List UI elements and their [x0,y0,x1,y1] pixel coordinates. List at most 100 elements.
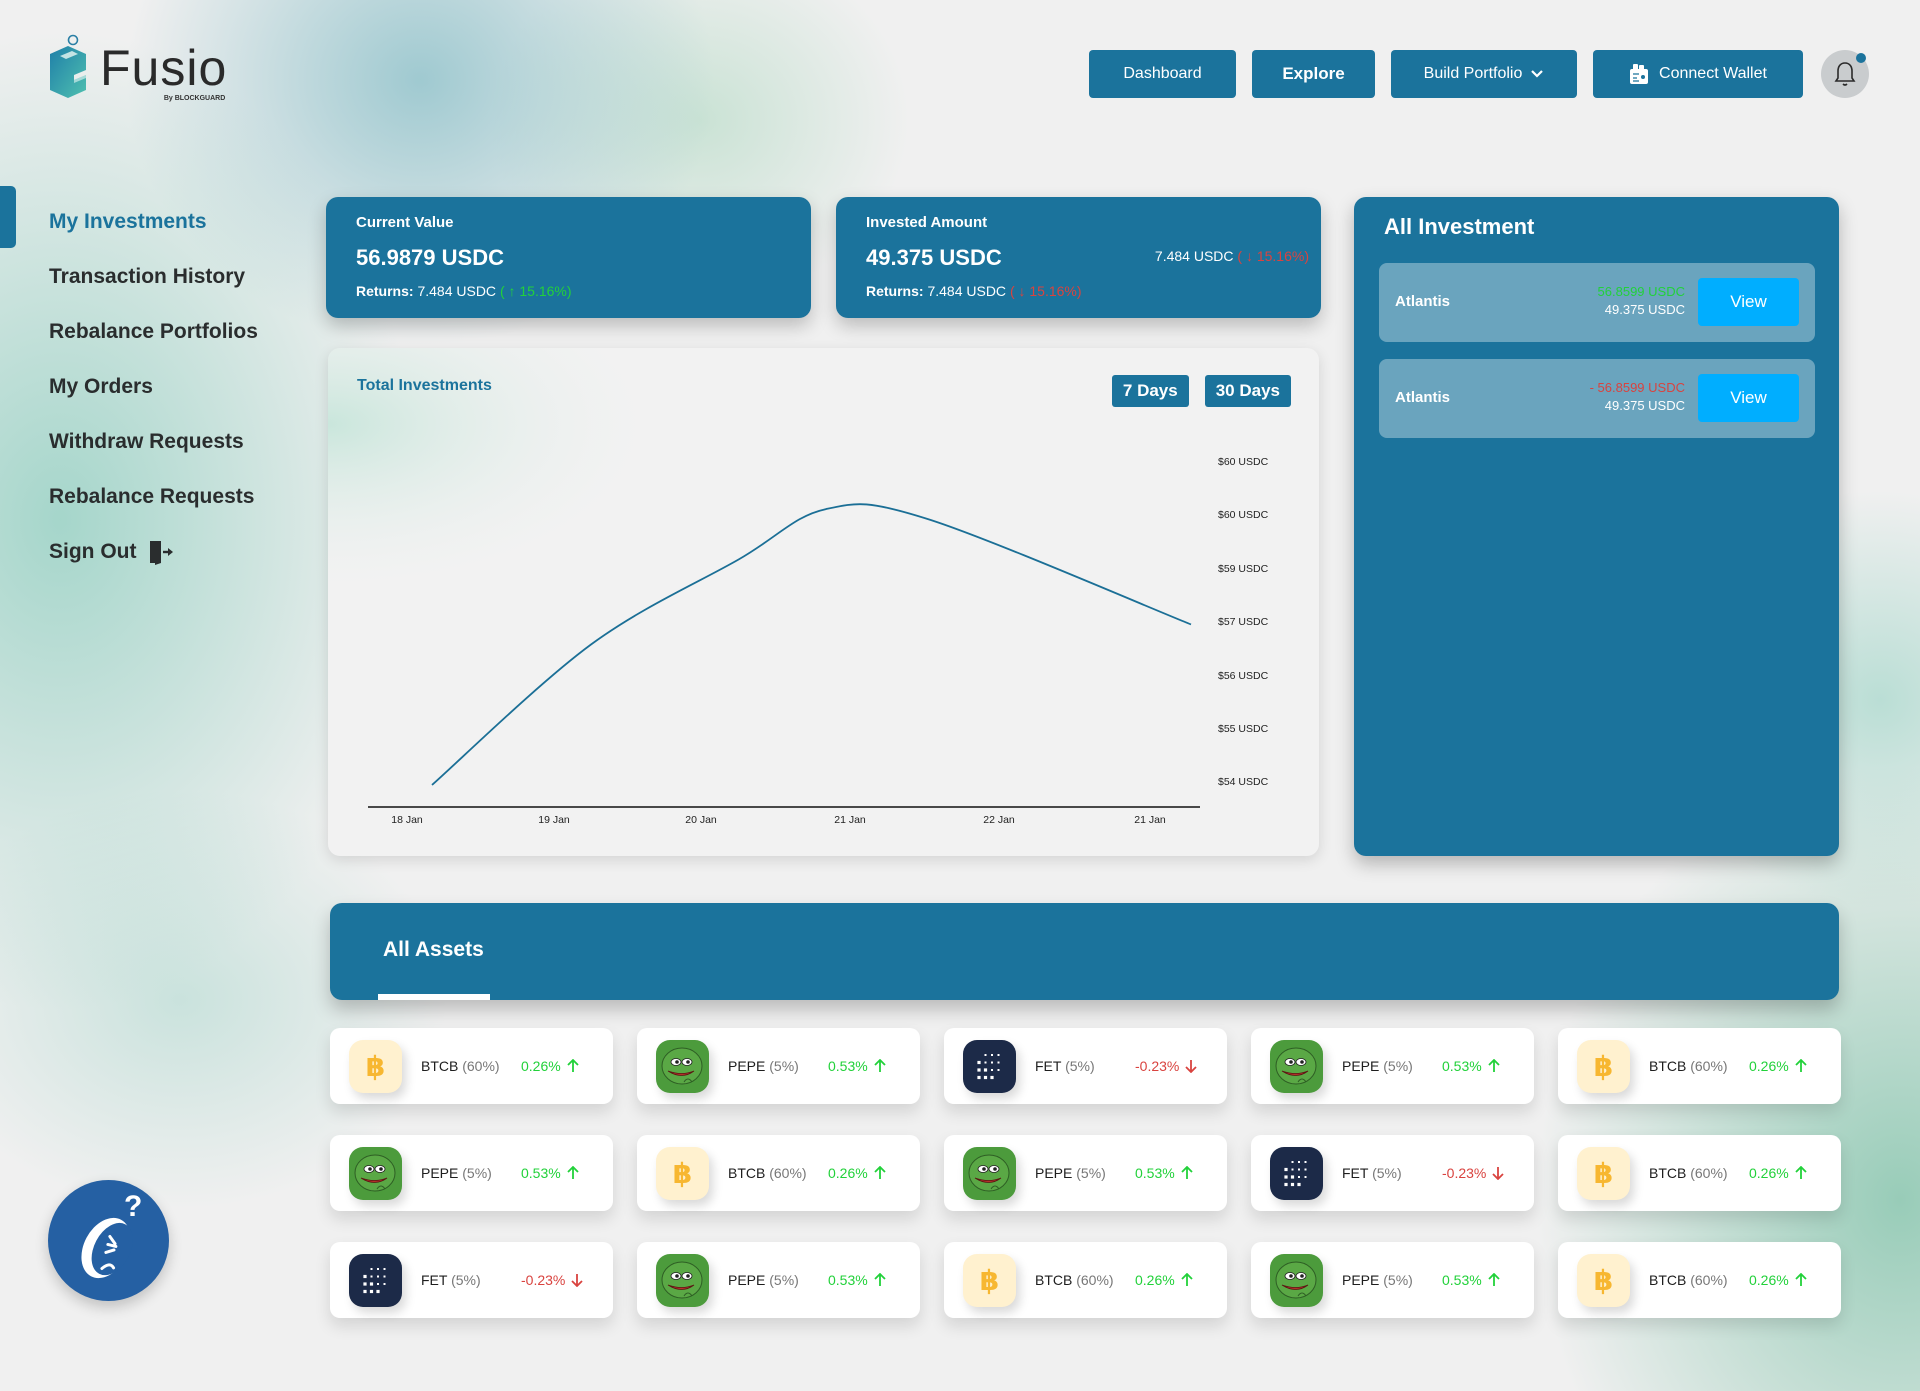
current-value-amount: 56.9879 USDC [356,245,504,270]
asset-name: PEPE (5%) [728,1272,828,1288]
asset-change: -0.23% [1135,1058,1197,1074]
chart-title: Total Investments [357,377,492,394]
asset-symbol: BTCB [1649,1165,1687,1181]
connect-wallet-label: Connect Wallet [1659,65,1767,82]
brand-logo[interactable]: Fusio By BLOCKGUARD [48,34,227,102]
asset-card[interactable]: ฿ BTCB (60%) 0.26% [637,1135,920,1211]
asset-name: BTCB (60%) [1035,1272,1135,1288]
asset-change: 0.26% [1135,1272,1193,1288]
asset-card[interactable]: PEPE (5%) 0.53% [1251,1028,1534,1104]
asset-card[interactable]: ฿ BTCB (60%) 0.26% [1558,1028,1841,1104]
asset-change: 0.26% [1749,1272,1807,1288]
arrow-up-icon [1181,1273,1193,1286]
asset-symbol: PEPE [728,1058,766,1074]
asset-change: -0.23% [521,1272,583,1288]
asset-card[interactable]: FET (5%) -0.23% [944,1028,1227,1104]
asset-symbol: PEPE [728,1272,766,1288]
notifications-button[interactable] [1821,50,1869,98]
asset-card[interactable]: PEPE (5%) 0.53% [637,1242,920,1318]
bitcoin-icon: ฿ [1577,1039,1630,1093]
asset-change: 0.26% [1749,1165,1807,1181]
asset-change-value: 0.53% [828,1272,868,1288]
asset-symbol: BTCB [1649,1272,1687,1288]
arrow-up-icon [874,1059,886,1072]
tab-all-assets[interactable]: All Assets [383,938,484,961]
asset-name: FET (5%) [1342,1165,1442,1181]
asset-symbol: BTCB [728,1165,766,1181]
y-tick-label: $54 USDC [1218,776,1269,789]
asset-card[interactable]: PEPE (5%) 0.53% [1251,1242,1534,1318]
sidebar-item-sign-out[interactable]: Sign Out [49,518,258,585]
x-tick-label: 20 Jan [685,814,717,826]
dashboard-button[interactable]: Dashboard [1089,50,1236,98]
line-chart [328,348,1319,856]
y-tick-label: $59 USDC [1218,562,1269,575]
returns-value: 7.484 USDC [413,283,500,299]
bitcoin-icon: ฿ [656,1146,709,1200]
asset-card[interactable]: FET (5%) -0.23% [330,1242,613,1318]
sidebar-item-my-orders[interactable]: My Orders [49,353,258,420]
asset-change: 0.53% [1442,1272,1500,1288]
asset-weight: (60%) [1690,1165,1728,1181]
asset-card[interactable]: ฿ BTCB (60%) 0.26% [1558,1135,1841,1211]
fetch-ai-icon [1270,1146,1323,1200]
help-support-icon: ? [81,1190,142,1279]
view-investment-button[interactable]: View [1698,374,1799,422]
fetch-ai-icon [349,1253,402,1307]
sidebar-item-rebalance-requests[interactable]: Rebalance Requests [49,463,258,530]
asset-card[interactable]: FET (5%) -0.23% [1251,1135,1534,1211]
bell-icon [1834,62,1856,86]
svg-text:?: ? [124,1190,142,1223]
asset-change-value: 0.26% [1135,1272,1175,1288]
explore-button[interactable]: Explore [1252,50,1375,98]
sign-out-icon [149,540,173,565]
asset-card[interactable]: PEPE (5%) 0.53% [637,1028,920,1104]
sidebar: My Investments Transaction History Rebal… [49,200,258,585]
sidebar-item-withdraw-requests[interactable]: Withdraw Requests [49,408,258,475]
sidebar-item-transaction-history[interactable]: Transaction History [49,243,258,310]
asset-change: 0.53% [1135,1165,1193,1181]
notification-badge [1856,53,1866,63]
asset-card[interactable]: ฿ BTCB (60%) 0.26% [1558,1242,1841,1318]
view-investment-button[interactable]: View [1698,278,1799,326]
returns-change: ( ↓ 15.16%) [1009,283,1082,299]
arrow-up-icon [1795,1273,1807,1286]
connect-wallet-button[interactable]: Connect Wallet [1593,50,1803,98]
sidebar-item-my-investments[interactable]: My Investments [49,188,258,255]
pepe-frog-icon [656,1039,709,1093]
asset-change-value: 0.26% [828,1165,868,1181]
investment-current-value: 56.8599 USDC [1597,284,1685,299]
asset-card[interactable]: PEPE (5%) 0.53% [330,1135,613,1211]
sidebar-item-label: Sign Out [49,539,137,563]
y-tick-label: $56 USDC [1218,669,1269,682]
sidebar-item-label: My Investments [49,209,207,233]
returns-label: Returns: [356,283,414,299]
pepe-frog-icon [1270,1253,1323,1307]
asset-change-value: -0.23% [1442,1165,1487,1181]
build-portfolio-dropdown[interactable]: Build Portfolio [1391,50,1577,98]
range-30-days-button[interactable]: 30 Days [1204,375,1291,407]
asset-change-value: 0.26% [521,1058,561,1074]
asset-symbol: PEPE [421,1165,459,1181]
arrow-up-icon [567,1059,579,1072]
brand-subtitle: By BLOCKGUARD [163,95,226,102]
asset-card[interactable]: ฿ BTCB (60%) 0.26% [944,1242,1227,1318]
sidebar-item-rebalance-portfolios[interactable]: Rebalance Portfolios [49,298,258,365]
range-7-days-button[interactable]: 7 Days [1111,375,1189,407]
asset-card[interactable]: PEPE (5%) 0.53% [944,1135,1227,1211]
pepe-frog-icon [1270,1039,1323,1093]
x-tick-label: 21 Jan [1134,814,1166,826]
help-button[interactable]: ? [48,1180,169,1301]
y-tick-label: $55 USDC [1218,723,1269,735]
asset-change-value: 0.53% [1135,1165,1175,1181]
asset-card[interactable]: ฿ BTCB (60%) 0.26% [330,1028,613,1104]
explore-label: Explore [1282,64,1345,83]
active-tab-underline [378,994,490,1000]
asset-symbol: BTCB [421,1058,459,1074]
asset-name: BTCB (60%) [1649,1058,1749,1074]
sidebar-item-label: Withdraw Requests [49,429,244,453]
arrow-down-icon [1492,1167,1504,1180]
asset-weight: (60%) [462,1058,500,1074]
x-tick-label: 19 Jan [538,814,570,826]
asset-name: PEPE (5%) [1342,1272,1442,1288]
